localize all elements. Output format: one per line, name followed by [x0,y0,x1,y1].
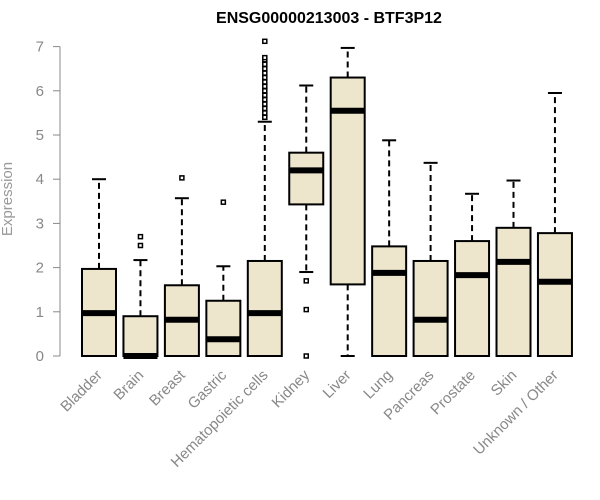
x-category-label: Lung [360,367,396,403]
box-skin [495,179,532,357]
box-prostate [454,192,491,357]
outlier-point [137,233,144,240]
box-kidney [288,84,325,359]
outlier-point [262,110,268,116]
outlier-point [262,114,268,121]
outlier-point [262,74,268,81]
y-axis-title: Expression [0,162,16,236]
x-category-label: Skin [488,367,521,400]
x-category-label: Bladder [57,367,106,416]
outlier-point [262,38,268,45]
box-lung [371,139,408,357]
y-tick-label: 3 [36,215,44,232]
outlier-point [262,92,268,98]
iqr-box [205,299,242,357]
box-unknown-other [536,92,573,357]
outlier-point [220,199,227,205]
box-gastric [205,199,242,357]
box-bladder [81,178,117,357]
y-tick-label: 6 [36,83,44,100]
iqr-box [495,226,532,357]
box-pancreas [412,161,449,357]
iqr-box [246,259,283,357]
x-category-label: Breast [146,366,189,409]
x-category-label: Kidney [269,366,314,411]
iqr-box [122,315,159,357]
y-tick-label: 1 [36,304,44,321]
y-tick-label: 4 [36,171,44,188]
outlier-point [262,61,268,68]
iqr-box [454,240,491,357]
y-tick-label: 5 [36,127,44,144]
outlier-point [262,79,268,85]
y-tick-label: 7 [36,39,44,56]
box-liver [329,46,366,357]
outlier-point [179,175,185,181]
outlier-point [262,101,268,107]
box-breast [163,175,200,357]
iqr-box [371,245,408,357]
boxes [81,38,573,359]
outlier-point [262,65,268,72]
chart-title: ENSG00000213003 - BTF3P12 [216,10,442,27]
x-category-label: Brain [110,367,147,404]
iqr-box [536,232,573,357]
iqr-box [288,151,325,206]
outlier-point [262,54,268,61]
iqr-box [412,259,449,357]
outlier-point [137,242,144,249]
y-axis: 0 1 2 3 4 5 6 7 [36,39,61,365]
x-category-label: Prostate [427,367,479,419]
x-category-label: Liver [320,367,355,402]
outlier-point [303,353,309,359]
outlier-point [262,70,268,76]
outlier-point [262,83,268,90]
outlier-point [262,88,268,94]
outlier-point [262,96,268,103]
box-hematopoietic-cells [246,38,283,357]
outlier-point [262,105,268,112]
outlier-point [303,306,309,313]
y-tick-label: 2 [36,260,44,277]
outlier-point [303,278,309,284]
y-tick-label: 0 [36,348,44,365]
box-brain [122,233,159,359]
